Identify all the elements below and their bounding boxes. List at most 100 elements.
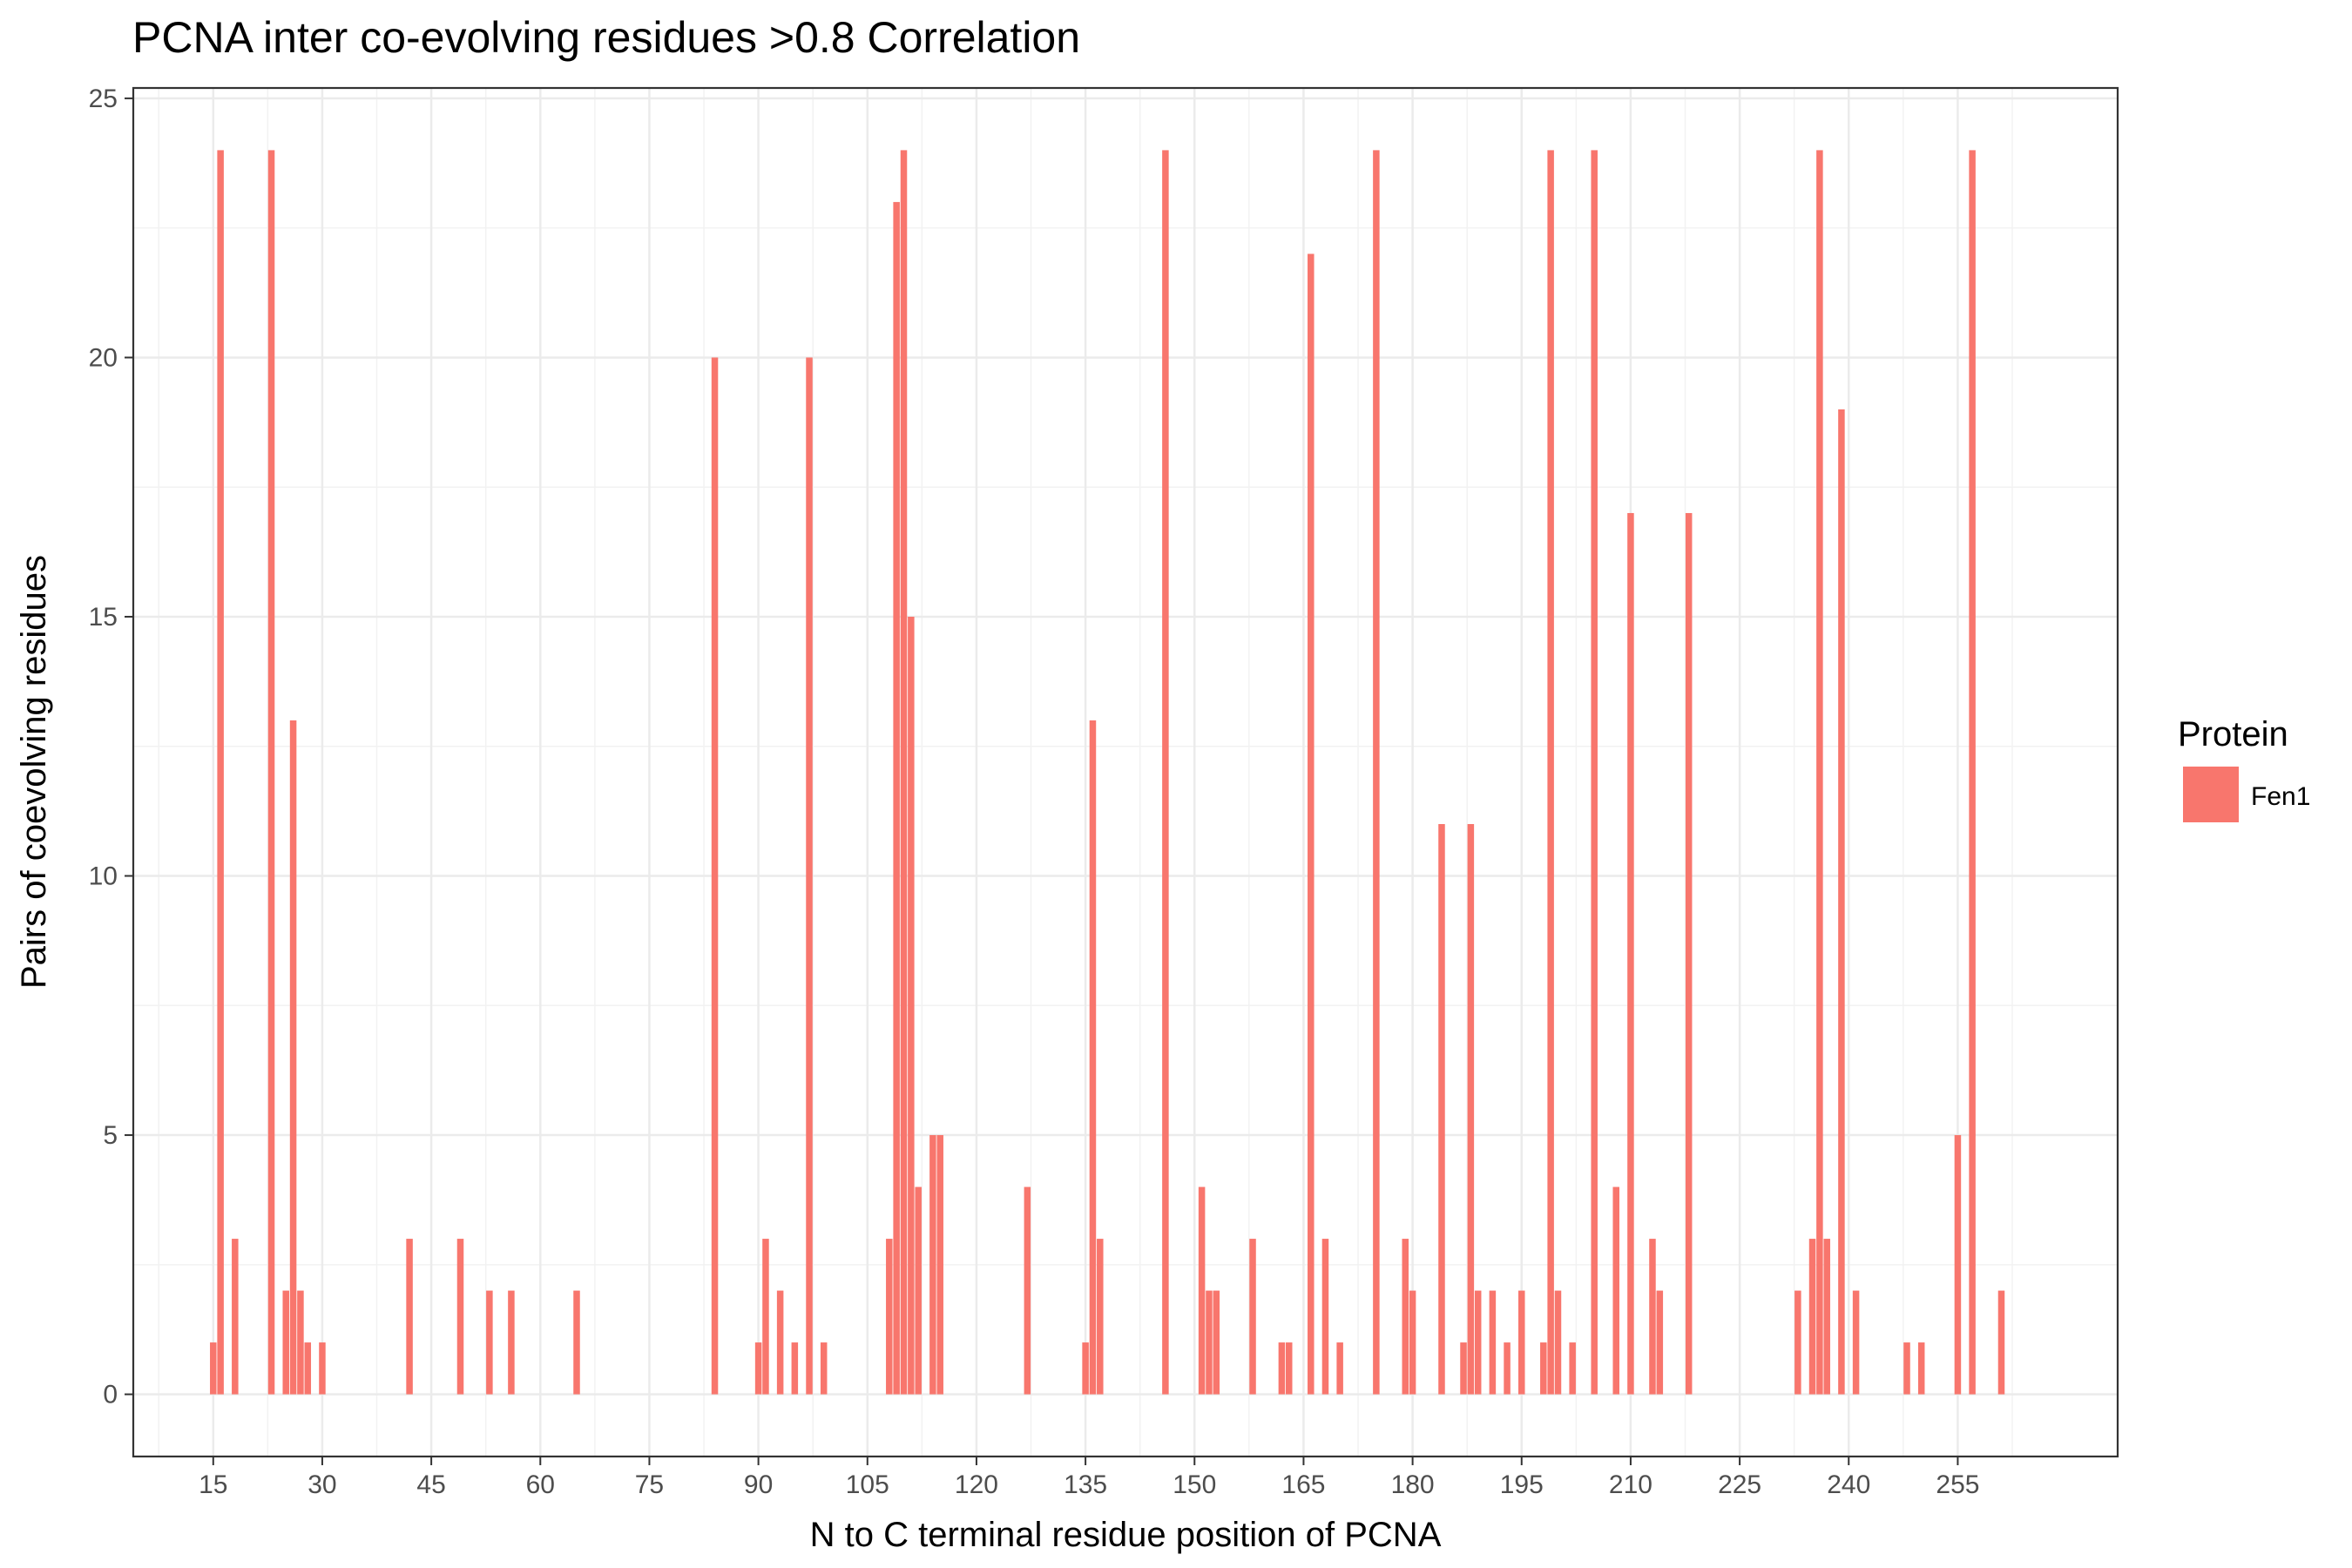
bar	[900, 150, 908, 1395]
bar	[1656, 1290, 1664, 1395]
bar	[1540, 1342, 1547, 1395]
x-tick-label: 240	[1827, 1470, 1870, 1499]
legend-label-fen1: Fen1	[2251, 782, 2310, 811]
x-tick-label: 15	[199, 1470, 227, 1499]
bar	[929, 1135, 936, 1395]
bar	[406, 1239, 413, 1395]
bar	[1903, 1342, 1910, 1395]
bar	[1518, 1290, 1525, 1395]
bar	[1089, 720, 1097, 1395]
x-tick-label: 135	[1064, 1470, 1107, 1499]
y-tick-label: 5	[103, 1121, 118, 1150]
bar	[1969, 150, 1976, 1395]
bar	[486, 1290, 493, 1395]
bar	[1649, 1239, 1656, 1395]
bar	[1249, 1239, 1256, 1395]
x-tick-label: 255	[1936, 1470, 1979, 1499]
bar	[267, 150, 275, 1395]
y-tick-label: 0	[103, 1381, 118, 1409]
bars-layer	[210, 150, 2005, 1395]
x-tick-label: 150	[1173, 1470, 1216, 1499]
bar	[304, 1342, 312, 1395]
bar	[210, 1342, 217, 1395]
y-tick-label: 15	[89, 603, 118, 632]
x-tick-label: 75	[635, 1470, 664, 1499]
bar	[1336, 1342, 1343, 1395]
plot-border	[132, 86, 2119, 1458]
bar	[1627, 512, 1634, 1395]
legend-title: Protein	[2178, 715, 2288, 754]
bar	[1547, 150, 1554, 1395]
bar	[1082, 1342, 1089, 1395]
bar	[1838, 409, 1845, 1395]
bar	[1467, 824, 1475, 1395]
bar	[319, 1342, 326, 1395]
x-axis-title: N to C terminal residue position of PCNA	[810, 1516, 1442, 1554]
y-tick-label: 25	[89, 84, 118, 113]
bar	[1997, 1290, 2005, 1395]
bar	[1569, 1342, 1576, 1395]
bar	[282, 1290, 289, 1395]
bar	[1024, 1186, 1031, 1395]
bar	[1852, 1290, 1860, 1395]
x-axis: 15 30 45 60 75 90 105 120 135 150 165 180 195 210 225 2…	[199, 1456, 1979, 1499]
bar	[886, 1239, 893, 1395]
bar	[1823, 1239, 1830, 1395]
bar	[1794, 1290, 1801, 1395]
bar	[806, 357, 813, 1395]
bar	[1206, 1290, 1213, 1395]
bar	[1489, 1290, 1497, 1395]
bar	[1409, 1290, 1416, 1395]
y-tick-label: 10	[89, 862, 118, 891]
x-tick-label: 225	[1718, 1470, 1761, 1499]
bar	[297, 1290, 304, 1395]
bar	[1438, 824, 1445, 1395]
bar	[908, 616, 915, 1395]
chart-title: PCNA inter co-evolving residues >0.8 Cor…	[132, 13, 1081, 62]
bar	[217, 150, 224, 1395]
bar	[1402, 1239, 1409, 1395]
bar	[1373, 150, 1380, 1395]
x-tick-label: 165	[1281, 1470, 1325, 1499]
bar	[1808, 1239, 1816, 1395]
bar	[1308, 253, 1315, 1395]
x-tick-label: 195	[1500, 1470, 1544, 1499]
x-tick-label: 45	[416, 1470, 445, 1499]
bar	[1460, 1342, 1467, 1395]
bar	[762, 1239, 769, 1395]
bar	[915, 1186, 922, 1395]
bar	[232, 1239, 239, 1395]
bar	[1917, 1342, 1925, 1395]
x-tick-label: 30	[308, 1470, 336, 1499]
y-axis: 0 5 10 15 20 25	[89, 84, 133, 1409]
major-gridlines	[133, 88, 2118, 1456]
plot-panel	[133, 88, 2118, 1456]
bar	[754, 1342, 762, 1395]
x-tick-label: 105	[846, 1470, 889, 1499]
bar	[1097, 1239, 1104, 1395]
bar	[791, 1342, 799, 1395]
bar	[1162, 150, 1169, 1395]
bar	[1321, 1239, 1329, 1395]
bar	[508, 1290, 515, 1395]
legend-key-fen1	[2183, 767, 2239, 822]
bar	[820, 1342, 828, 1395]
bar	[1685, 512, 1693, 1395]
y-axis-title: Pairs of coevolving residues	[15, 555, 53, 989]
bar	[1612, 1186, 1619, 1395]
bar	[1954, 1135, 1962, 1395]
bar	[1591, 150, 1598, 1395]
legend: Protein Fen1	[2178, 715, 2310, 822]
bar	[456, 1239, 464, 1395]
bar	[289, 720, 297, 1395]
y-tick-label: 20	[89, 343, 118, 372]
bar	[573, 1290, 580, 1395]
bar	[776, 1290, 784, 1395]
bar	[1213, 1290, 1220, 1395]
bar	[1285, 1342, 1293, 1395]
bar	[711, 357, 719, 1395]
bar	[1816, 150, 1823, 1395]
bar	[936, 1135, 943, 1395]
x-tick-label: 180	[1391, 1470, 1435, 1499]
